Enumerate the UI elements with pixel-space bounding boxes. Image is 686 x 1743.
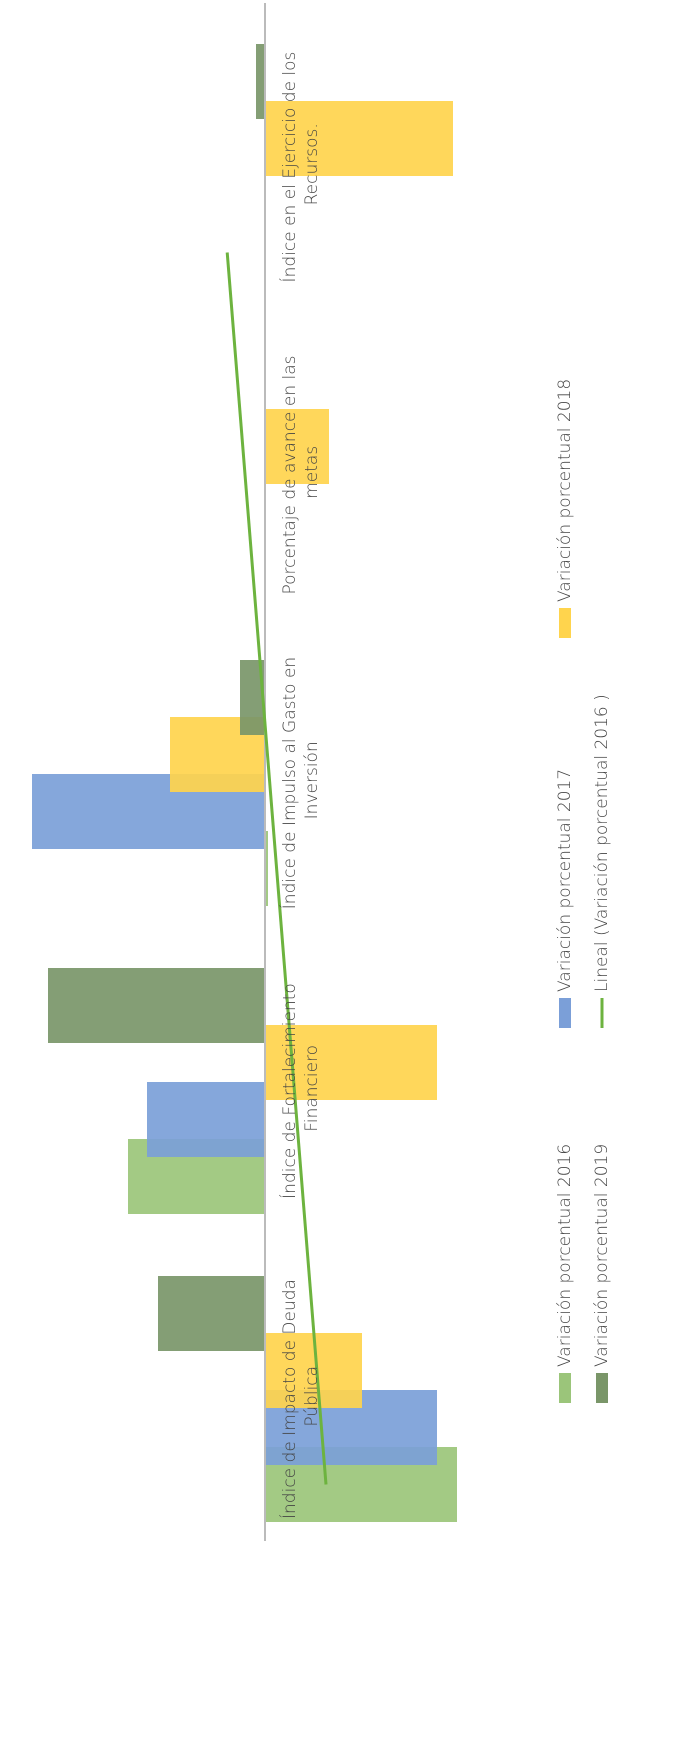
legend-label: Variación porcentual 2018 [555, 379, 575, 602]
bar [265, 1390, 437, 1465]
bar [240, 660, 265, 735]
bar [158, 1276, 265, 1351]
legend-label: Variación porcentual 2017 [555, 769, 575, 992]
bar [265, 1447, 457, 1522]
legend-swatch [559, 608, 571, 638]
bar [32, 774, 265, 849]
plot-area: Índice de Impacto de Deuda Pública Índice… [32, 3, 612, 1541]
x-tick-label: Índice de Fortalecimiento Financiero [278, 983, 322, 1199]
bar [48, 968, 265, 1043]
legend-swatch [559, 998, 571, 1028]
trendline [225, 252, 328, 1485]
legend-label: Variación porcentual 2016 [555, 1144, 575, 1367]
x-tick-label: Índice de Impacto de Deuda Pública [278, 1279, 322, 1519]
bar [265, 101, 453, 176]
bar [265, 409, 329, 484]
bar [256, 44, 265, 119]
x-tick-label: Índice de Impulso al Gasto en Inversión [278, 657, 322, 909]
x-tick-label: Porcentaje de avance en las metas [280, 355, 322, 594]
legend-label: Lineal (Variación porcentual 2016 ) [592, 694, 612, 992]
bar [128, 1139, 265, 1214]
legend-label: Variación porcentual 2019 [592, 1144, 612, 1367]
bar [265, 1333, 362, 1408]
bar [265, 1025, 437, 1100]
legend-swatch [596, 1373, 608, 1403]
x-tick-label: Índice en el Ejercicio de los Recursos. [278, 52, 322, 283]
bar [170, 717, 265, 792]
legend-swatch [559, 1373, 571, 1403]
bar [147, 1082, 265, 1157]
